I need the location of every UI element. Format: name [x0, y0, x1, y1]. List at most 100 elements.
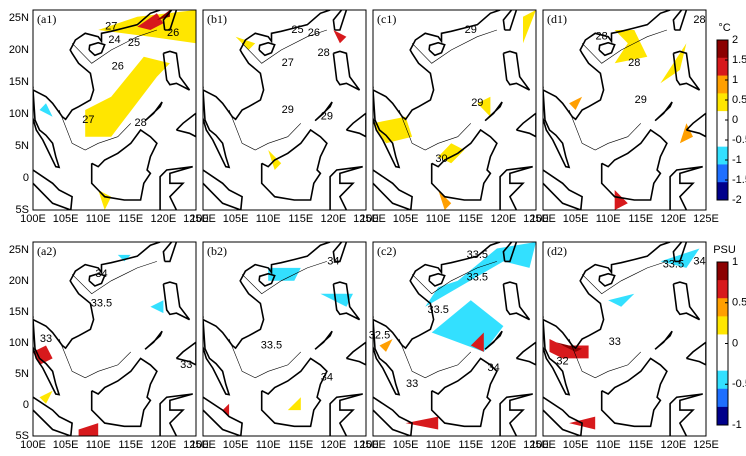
colorbar-swatch [717, 388, 728, 408]
lon-tick-label: 125E [353, 439, 379, 451]
coastline [332, 10, 348, 31]
lat-tick-label: 5N [15, 368, 29, 380]
anomaly-patch [222, 403, 230, 417]
lat-tick-label: 10N [9, 337, 29, 349]
coastline [144, 101, 163, 122]
anomaly-patch [569, 96, 583, 110]
colorbar-swatch [717, 316, 728, 335]
lon-tick-label: 105E [223, 439, 249, 451]
contour-label: 33 [609, 336, 621, 348]
map-panel: (d2) 33.5 34 33 32 100E 105E 110E 115E 120E 125E [530, 241, 719, 451]
colorbar-swatch [717, 182, 728, 201]
coastline [669, 393, 703, 436]
map-panel: (c2) 33.5 33.5 33.5 32.5 33 34 100E 105E 110E 115E… [360, 241, 549, 451]
colorbar-unit: PSU [713, 244, 736, 256]
coastline [329, 393, 363, 436]
colorbar-tick-label: -1 [732, 154, 742, 166]
contour-label: 26 [112, 61, 124, 73]
lon-tick-label: 105E [563, 439, 589, 451]
contour-label: 28 [628, 57, 640, 69]
anomaly-patch [523, 10, 536, 44]
coastline [203, 169, 243, 210]
coastline [314, 330, 333, 350]
colorbar-tick-label: 0.5 [732, 94, 746, 106]
coastline [428, 272, 446, 287]
contour-label: 29 [321, 111, 333, 123]
coastline [672, 50, 701, 91]
coastline [373, 316, 401, 396]
colorbar-tick-label: -0.5 [732, 378, 746, 390]
coastline [203, 86, 231, 169]
coastline [515, 341, 536, 366]
anomaly-patch [556, 342, 583, 352]
contour-label: 33.5 [467, 271, 488, 283]
lon-tick-label: 115E [628, 439, 653, 451]
coastline [484, 101, 503, 122]
lon-tick-label: 115E [118, 439, 143, 451]
contour-line [241, 29, 327, 64]
contour-label: 32 [556, 356, 568, 368]
panel-label: (a1) [37, 12, 56, 26]
contour-label: 33.5 [467, 249, 488, 261]
coastline [260, 357, 328, 428]
contour-line [398, 338, 472, 379]
anomaly-patch [137, 13, 164, 31]
contour-line [241, 261, 327, 295]
colorbar-tick-label: -1 [732, 419, 742, 431]
coastline [203, 242, 331, 350]
colorbar-swatch [717, 128, 728, 148]
coastline [159, 165, 193, 210]
coastline [203, 316, 231, 396]
anomaly-patch [660, 248, 700, 268]
panel-label: (c2) [377, 244, 396, 258]
panel-label: (d2) [547, 244, 567, 258]
contour-label: 33.5 [427, 304, 448, 316]
contour-line [58, 109, 132, 151]
coastline [88, 41, 106, 57]
lat-tick-label: 10N [9, 108, 29, 120]
anomaly-patch [268, 267, 301, 281]
coastline [373, 169, 413, 210]
coastline [332, 242, 348, 263]
panel-label: (b2) [207, 244, 227, 258]
coastline [430, 357, 498, 428]
map-panel: (a2) 34 33.5 33 33 100E 105E 110E 115E 120E 125E 25… [9, 241, 209, 451]
contour-label: 33.5 [91, 297, 112, 309]
contour-label: 28 [693, 14, 705, 26]
contour-label: 32.5 [369, 330, 390, 342]
lon-tick-label: 115E [288, 213, 313, 225]
anomaly-patch [150, 300, 164, 314]
colorbar-tick-label: 1 [732, 256, 738, 268]
lon-tick-label: 110E [256, 439, 281, 451]
coastline [345, 112, 366, 138]
coastline [33, 396, 73, 436]
lon-tick-label: 100E [190, 439, 216, 451]
map-content [543, 242, 706, 436]
colorbar-swatch [717, 93, 728, 112]
lon-tick-label: 115E [458, 439, 483, 451]
coastline [499, 393, 533, 436]
colorbar-swatch [717, 406, 728, 426]
colorbar-tick-label: 1.5 [732, 54, 746, 66]
coastline [33, 169, 73, 210]
colorbar-tick-label: -1.5 [732, 174, 746, 186]
anomaly-patch [39, 103, 53, 117]
lon-tick-label: 125E [523, 213, 549, 225]
coastline [144, 330, 163, 350]
panel-frame [32, 241, 197, 437]
contour-label: 26 [167, 27, 179, 39]
anomaly-patch [660, 43, 687, 84]
anomaly-patch [438, 190, 452, 210]
panel-label: (d1) [547, 12, 567, 26]
contour-line [581, 261, 667, 295]
anomaly-patch [438, 143, 465, 164]
panel-label: (c1) [377, 12, 396, 26]
coastline [672, 242, 688, 263]
lon-tick-label: 125E [353, 213, 379, 225]
contour-label: 34 [487, 362, 499, 374]
coastline [543, 396, 583, 436]
coastline [685, 341, 706, 366]
coastline [543, 169, 583, 210]
anomaly-patch [614, 30, 648, 64]
